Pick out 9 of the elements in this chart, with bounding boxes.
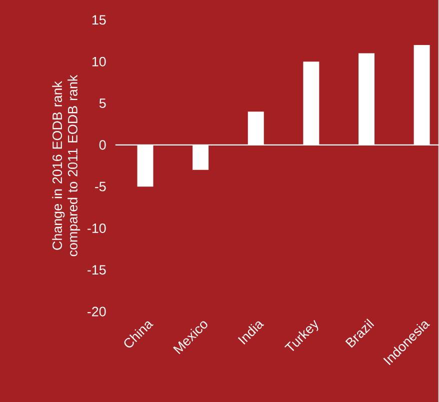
y-tick-label: 10: [92, 56, 106, 66]
y-tick-label: 0: [99, 140, 106, 150]
y-tick-label: -10: [88, 223, 106, 233]
y-tick-label: -15: [88, 265, 106, 274]
y-axis-title: Change in 2016 EODB rank compared to 2011 EODB rank: [52, 74, 80, 256]
y-tick-label: -5: [94, 182, 106, 192]
y-tick-label: 5: [99, 98, 106, 108]
y-tick-label: -20: [88, 306, 106, 316]
y-tick-label: 15: [92, 15, 106, 24]
